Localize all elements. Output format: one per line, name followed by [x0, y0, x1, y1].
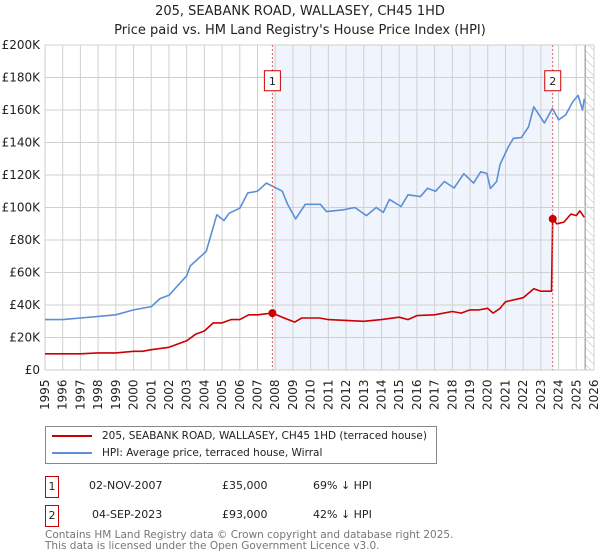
y-tick-label: £120K [2, 168, 42, 182]
x-tick-label: 2013 [357, 379, 371, 410]
legend-label: 205, SEABANK ROAD, WALLASEY, CH45 1HD (t… [102, 430, 427, 442]
sale-marker-badge [544, 70, 562, 92]
sale-hpi-diff: 42% ↓ HPI [313, 508, 372, 521]
x-tick-label: 2011 [321, 379, 335, 410]
x-tick-label: 1999 [109, 379, 123, 410]
x-tick-label: 1997 [73, 379, 87, 410]
x-tick-label: 2022 [516, 379, 530, 410]
x-tick-label: 2019 [463, 379, 477, 410]
x-tick-label: 1996 [56, 379, 70, 410]
sale-point [548, 214, 557, 223]
x-tick-label: 1998 [91, 379, 105, 410]
sale-badge: 2 [45, 505, 59, 527]
x-tick-label: 2020 [481, 379, 495, 410]
legend-label: HPI: Average price, terraced house, Wirr… [102, 447, 323, 459]
y-tick-label: £60K [9, 266, 41, 280]
sale-hpi-diff: 69% ↓ HPI [313, 479, 372, 492]
footer-licence: This data is licensed under the Open Gov… [45, 540, 380, 552]
sale-price: £93,000 [222, 508, 268, 521]
sale-point [268, 309, 277, 318]
footer-copyright: Contains HM Land Registry data © Crown c… [45, 529, 454, 541]
y-tick-label: £180K [2, 71, 42, 85]
legend-item-hpi: HPI: Average price, terraced house, Wirr… [52, 447, 322, 459]
chart-subtitle: Price paid vs. HM Land Registry's House … [114, 23, 486, 38]
y-tick-label: £20K [9, 331, 41, 345]
x-tick-label: 2007 [251, 379, 265, 410]
x-tick-label: 2012 [339, 379, 353, 410]
x-tick-label: 2003 [180, 379, 194, 410]
y-tick-label: £100K [2, 201, 42, 215]
x-tick-label: 2001 [144, 379, 158, 410]
footer: Contains HM Land Registry data © Crown c… [45, 530, 453, 552]
sale-row-1: 1 02-NOV-2007 £35,000 69% ↓ HPI [45, 476, 445, 498]
x-tick-label: 2000 [127, 379, 141, 410]
x-tick-label: 2023 [534, 379, 548, 410]
x-tick-label: 2005 [215, 379, 229, 410]
legend: 205, SEABANK ROAD, WALLASEY, CH45 1HD (t… [45, 426, 437, 464]
price-chart: 205, SEABANK ROAD, WALLASEY, CH45 1HD Pr… [2, 4, 600, 410]
x-tick-label: 2002 [162, 379, 176, 410]
property-price-line [45, 210, 585, 355]
y-tick-label: £160K [2, 103, 42, 117]
legend-item-property: 205, SEABANK ROAD, WALLASEY, CH45 1HD (t… [52, 430, 427, 442]
x-tick-label: 2016 [410, 379, 424, 410]
sale-marker-label: 1 [269, 75, 276, 88]
sale-marker-label: 2 [549, 75, 556, 88]
x-tick-label: 2009 [286, 379, 300, 410]
y-tick-label: £40K [9, 298, 41, 312]
x-tick-label: 2010 [304, 379, 318, 410]
sale-row-2: 2 04-SEP-2023 £93,000 42% ↓ HPI [45, 505, 445, 527]
sale-badge: 1 [45, 476, 59, 498]
legend-swatch-red [52, 435, 92, 437]
x-tick-label: 2004 [197, 379, 211, 410]
x-tick-label: 2014 [374, 379, 388, 410]
x-tick-label: 2025 [569, 379, 583, 410]
chart-title: 205, SEABANK ROAD, WALLASEY, CH45 1HD [155, 4, 445, 19]
y-tick-label: £0 [25, 363, 40, 377]
legend-swatch-blue [52, 452, 92, 454]
y-tick-label: £80K [9, 233, 41, 247]
sale-price: £35,000 [222, 479, 268, 492]
x-tick-label: 2018 [445, 379, 459, 410]
sale-date: 04-SEP-2023 [92, 508, 163, 521]
x-tick-label: 2021 [498, 379, 512, 410]
x-tick-label: 1995 [38, 379, 52, 410]
sale-marker-badge [263, 70, 281, 92]
y-tick-label: £140K [2, 136, 42, 150]
y-tick-label: £200K [2, 38, 42, 52]
x-tick-label: 2008 [268, 379, 282, 410]
x-tick-label: 2024 [552, 379, 566, 410]
hpi-line [45, 94, 586, 321]
x-tick-label: 2026 [587, 379, 600, 410]
x-tick-label: 2017 [428, 379, 442, 410]
x-tick-label: 2015 [392, 379, 406, 410]
x-tick-label: 2006 [233, 379, 247, 410]
sale-date: 02-NOV-2007 [89, 479, 163, 492]
